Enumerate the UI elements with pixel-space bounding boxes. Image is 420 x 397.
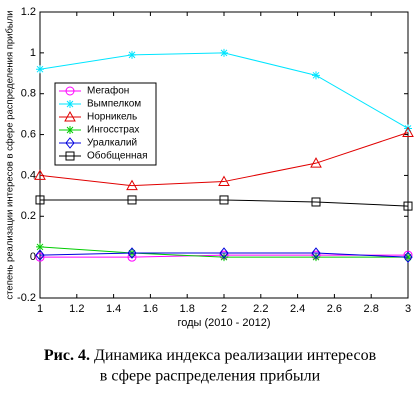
marker <box>127 247 137 259</box>
marker <box>65 151 75 161</box>
y-tick-label: 1 <box>30 47 36 59</box>
x-axis-label: годы (2010 - 2012) <box>177 317 270 329</box>
marker <box>66 100 74 108</box>
marker <box>403 251 413 263</box>
marker <box>311 197 321 207</box>
x-tick-label: 1.8 <box>180 303 195 315</box>
x-tick-label: 1.4 <box>106 303 121 315</box>
y-tick-label: 0.6 <box>21 128 36 140</box>
y-tick-label: -0.2 <box>17 292 36 304</box>
marker <box>35 249 45 261</box>
caption-label: Рис. 4. <box>44 347 90 364</box>
marker <box>220 48 228 57</box>
x-tick-label: 1.2 <box>69 303 84 315</box>
x-tick-label: 3 <box>405 303 411 315</box>
y-tick-label: 0.2 <box>21 210 36 222</box>
legend-label: Обобщенная <box>87 150 148 162</box>
legend-box <box>54 82 157 166</box>
x-tick-label: 2.4 <box>290 303 305 315</box>
caption: Рис. 4. Динамика индекса реализации инте… <box>44 347 377 364</box>
marker <box>310 157 322 168</box>
marker <box>65 137 75 149</box>
marker <box>219 195 229 205</box>
x-tick-label: 1.6 <box>143 303 158 315</box>
marker <box>220 253 228 262</box>
legend-label: Вымпелком <box>87 99 141 110</box>
x-tick-label: 2.6 <box>327 303 342 315</box>
x-tick-label: 2 <box>221 303 227 315</box>
legend-label: Норникель <box>87 112 137 123</box>
marker <box>65 86 75 96</box>
marker <box>64 110 76 122</box>
marker <box>127 195 137 205</box>
y-tick-label: 1.2 <box>21 6 36 18</box>
legend-label: Ингосстрах <box>87 125 139 136</box>
y-tick-label: 0 <box>30 251 36 263</box>
legend-label: Уралкалий <box>87 138 137 149</box>
y-tick-label: 0.4 <box>21 169 36 181</box>
legend-label: Мегафон <box>87 85 129 97</box>
series-line <box>39 132 409 187</box>
series-line <box>39 252 409 258</box>
y-axis-label: степень реализации интересов в сфере рас… <box>5 10 16 299</box>
marker <box>311 247 321 259</box>
caption-line: в сфере распределения прибыли <box>100 368 321 385</box>
marker <box>403 201 413 211</box>
marker <box>312 71 320 80</box>
marker <box>66 126 74 134</box>
marker <box>128 50 136 59</box>
caption-line: Динамика индекса реализации интересов <box>94 347 377 364</box>
marker <box>218 175 230 187</box>
marker <box>404 253 412 262</box>
x-tick-label: 2.8 <box>364 303 379 315</box>
marker <box>35 195 45 205</box>
marker <box>35 252 45 262</box>
marker <box>36 65 44 74</box>
marker <box>36 242 44 251</box>
y-tick-label: 0.8 <box>21 88 36 100</box>
marker <box>126 179 138 191</box>
legend: Мегафон Вымпелком Норникель Ингосстрах Уралк… <box>54 82 157 166</box>
marker <box>312 253 320 262</box>
marker <box>34 169 46 180</box>
x-tick-label: 2.2 <box>253 303 268 315</box>
x-tick-label: 1 <box>37 303 43 315</box>
marker <box>402 126 414 138</box>
marker <box>219 247 229 259</box>
series-line <box>40 199 409 207</box>
